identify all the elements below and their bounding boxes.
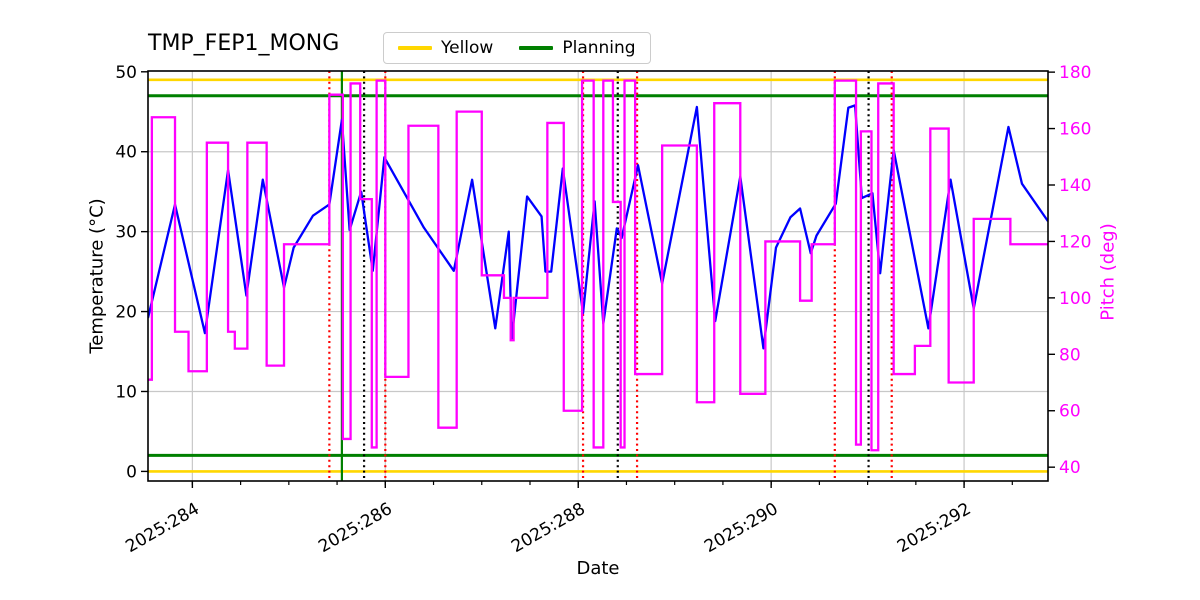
y-right-tick-label: 40 — [1059, 458, 1081, 478]
y-right-tick-label: 80 — [1059, 345, 1081, 365]
y-left-tick-label: 10 — [115, 382, 137, 402]
x-tick-label: 2025:292 — [894, 499, 975, 557]
legend-item-yellow: Yellow — [398, 38, 493, 58]
y-right-tick-label: 180 — [1059, 63, 1091, 83]
x-tick-label: 2025:290 — [701, 499, 782, 557]
legend-label-planning: Planning — [562, 38, 636, 58]
y-axis-label-right: Pitch (deg) — [1097, 223, 1119, 321]
y-left-tick-label: 0 — [126, 462, 137, 482]
limit-lines — [148, 78, 1048, 473]
x-tick-label: 2025:288 — [508, 499, 589, 557]
legend-label-yellow: Yellow — [441, 38, 494, 58]
planning-line-swatch — [519, 46, 554, 50]
y-right-tick-label: 60 — [1059, 402, 1081, 422]
series-lines — [148, 79, 1048, 452]
x-tick-label: 2025:286 — [315, 499, 396, 557]
y-left-tick-label: 30 — [115, 223, 137, 243]
legend: Yellow Planning — [383, 32, 651, 64]
yellow-line-swatch — [398, 46, 432, 50]
pitch-line — [148, 79, 1048, 452]
y-right-tick-label: 120 — [1059, 232, 1091, 252]
x-axis-label: Date — [576, 558, 620, 579]
y-axis-label-left: Temperature (°C) — [86, 198, 108, 354]
axes — [141, 70, 1055, 488]
y-left-tick-label: 20 — [115, 303, 137, 323]
y-right-tick-label: 140 — [1059, 176, 1091, 196]
y-left-tick-label: 50 — [115, 63, 137, 83]
y-right-tick-label: 160 — [1059, 120, 1091, 140]
y-right-tick-label: 100 — [1059, 289, 1091, 309]
y-left-tick-label: 40 — [115, 143, 137, 163]
legend-item-planning: Planning — [519, 38, 636, 58]
x-tick-label: 2025:284 — [122, 499, 203, 557]
plot-border — [147, 70, 1049, 482]
chart-title: TMP_FEP1_MONG — [148, 31, 340, 56]
